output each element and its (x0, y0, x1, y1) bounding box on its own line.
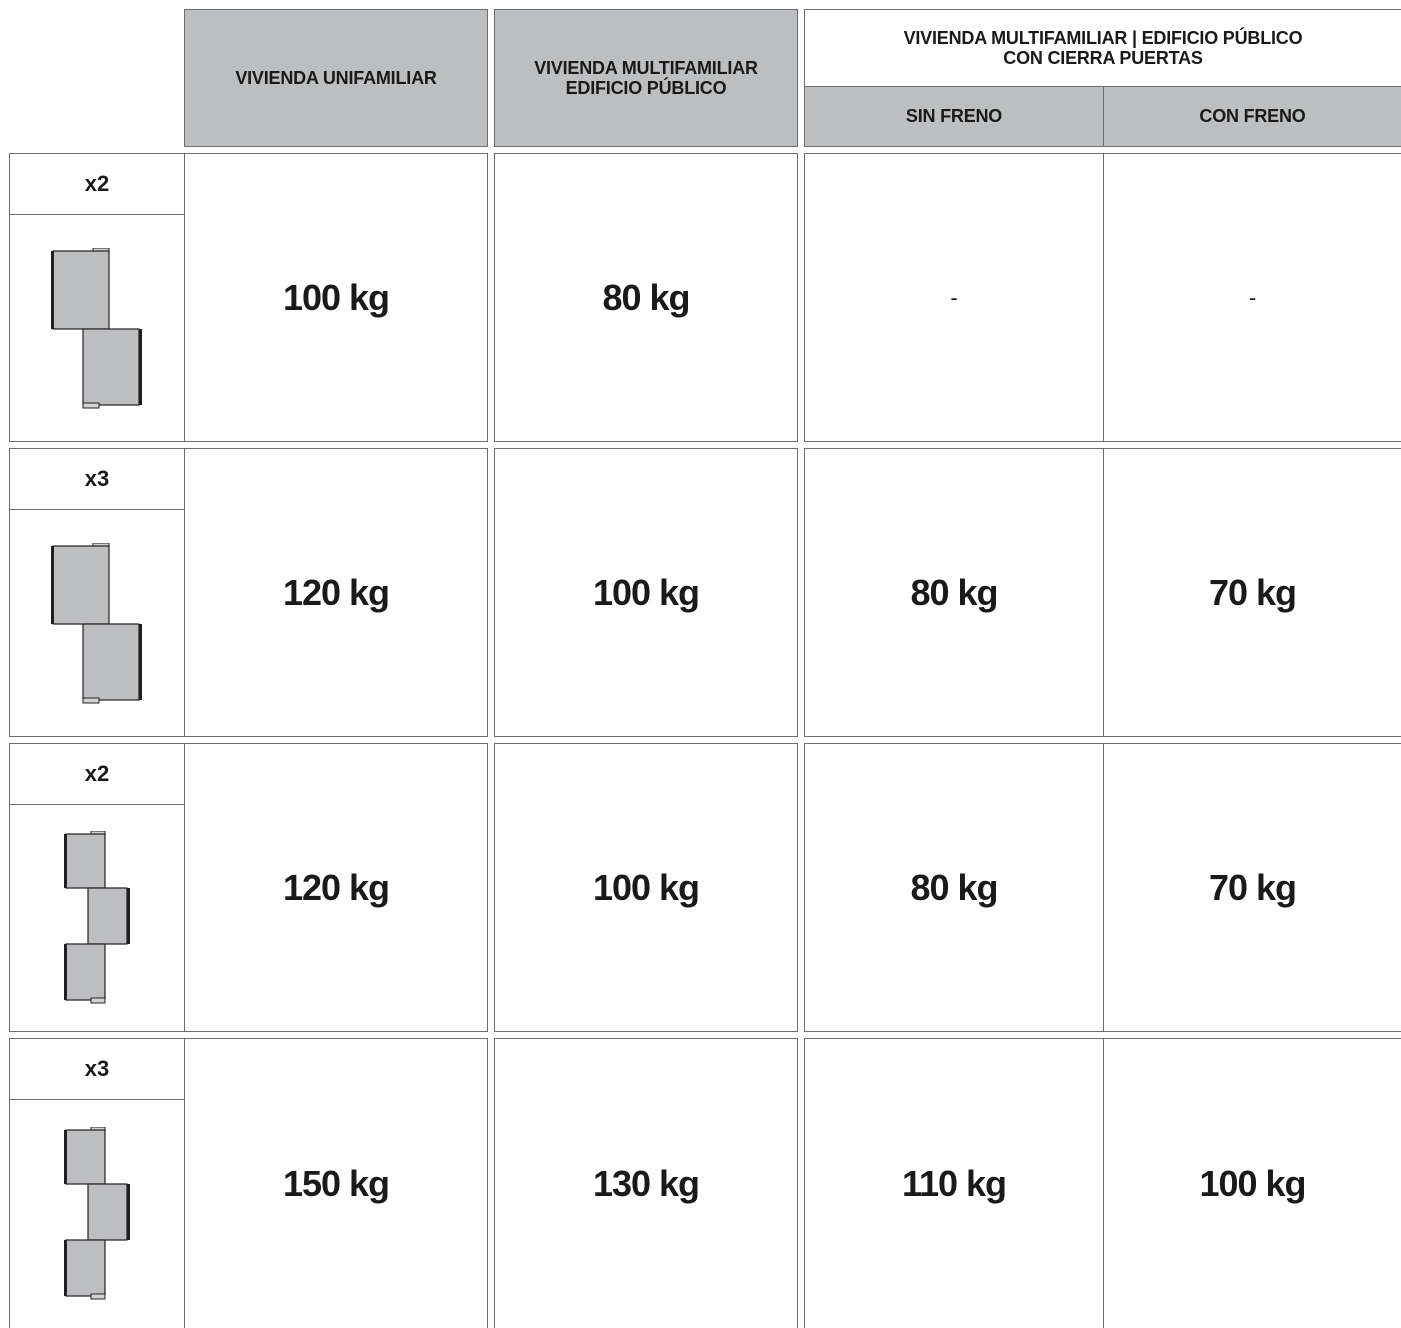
row-3-divider (1103, 744, 1104, 1031)
row-4-count: x3 (10, 1039, 184, 1100)
row-4-divider (1103, 1039, 1104, 1328)
row-1-multifamiliar-value: 80 kg (602, 276, 690, 318)
header-col2-line2: EDIFICIO PÚBLICO (565, 78, 727, 98)
row-2-multifamiliar-value: 100 kg (592, 571, 700, 613)
header-con-freno: CON FRENO (1104, 86, 1401, 147)
row-1-count: x2 (10, 154, 184, 215)
row-3-con-freno: 70 kg (1104, 744, 1401, 1031)
row-2-hinge-cell: x3 (9, 448, 185, 737)
row-1-con-freno-value: - (1248, 284, 1257, 310)
three-leaf-hinge-icon (64, 831, 131, 1004)
row-1-multifamiliar: 80 kg (494, 153, 798, 442)
header-sub1-label: SIN FRENO (905, 106, 1003, 126)
row-2-count-label: x3 (84, 466, 110, 491)
row-4-count-label: x3 (84, 1056, 110, 1081)
row-3-hinge-cell: x2 (9, 743, 185, 1032)
row-3-count-label: x2 (84, 761, 110, 786)
row-1-sin-freno: - (805, 154, 1103, 441)
row-2-unifamiliar: 120 kg (184, 448, 488, 737)
row-1-count-label: x2 (84, 171, 110, 196)
row-2-cierra-puertas: 80 kg 70 kg (804, 448, 1401, 737)
row-2-multifamiliar: 100 kg (494, 448, 798, 737)
three-leaf-hinge-icon (64, 1127, 131, 1300)
row-2-sin-freno: 80 kg (805, 449, 1103, 736)
row-1-con-freno: - (1104, 154, 1401, 441)
row-2-sin-freno-value: 80 kg (910, 571, 998, 613)
row-2-divider (1103, 449, 1104, 736)
row-3-cierra-puertas: 80 kg 70 kg (804, 743, 1401, 1032)
row-4-sin-freno: 110 kg (805, 1039, 1103, 1328)
row-3-unifamiliar: 120 kg (184, 743, 488, 1032)
row-4-multifamiliar: 130 kg (494, 1038, 798, 1328)
row-3-con-freno-value: 70 kg (1208, 866, 1297, 908)
header-group-line2: CON CIERRA PUERTAS (1003, 48, 1203, 68)
row-3-multifamiliar: 100 kg (494, 743, 798, 1032)
row-1-unifamiliar-value: 100 kg (282, 276, 390, 318)
header-vivienda-multifamiliar: VIVIENDA MULTIFAMILIAR EDIFICIO PÚBLICO (494, 9, 798, 147)
row-1-hinge-cell: x2 (9, 153, 185, 442)
row-2-con-freno: 70 kg (1104, 449, 1401, 736)
header-sin-freno: SIN FRENO (805, 86, 1103, 147)
header-sub-divider (1103, 86, 1104, 147)
header-col1-label: VIVIENDA UNIFAMILIAR (235, 68, 437, 88)
row-2-con-freno-value: 70 kg (1208, 571, 1297, 613)
row-1-sin-freno-value: - (950, 284, 958, 310)
row-3-count: x2 (10, 744, 184, 805)
row-4-unifamiliar: 150 kg (184, 1038, 488, 1328)
row-4-hinge-cell: x3 (9, 1038, 185, 1328)
row-4-unifamiliar-value: 150 kg (282, 1162, 390, 1204)
header-col2-line1: VIVIENDA MULTIFAMILIAR (534, 58, 758, 78)
two-leaf-hinge-icon (51, 543, 143, 704)
row-1-cierra-puertas: - - (804, 153, 1401, 442)
header-sub2-label: CON FRENO (1199, 106, 1306, 126)
row-3-multifamiliar-value: 100 kg (592, 866, 700, 908)
header-group-cierra-puertas: VIVIENDA MULTIFAMILIAR | EDIFICIO PÚBLIC… (804, 9, 1401, 86)
header-subcolumns: SIN FRENO CON FRENO (804, 86, 1401, 147)
row-3-unifamiliar-value: 120 kg (282, 866, 390, 908)
row-4-cierra-puertas: 110 kg 100 kg (804, 1038, 1401, 1328)
row-1-divider (1103, 154, 1104, 441)
row-1-unifamiliar: 100 kg (184, 153, 488, 442)
header-vivienda-unifamiliar: VIVIENDA UNIFAMILIAR (184, 9, 488, 147)
row-2-unifamiliar-value: 120 kg (282, 571, 390, 613)
header-group-line1: VIVIENDA MULTIFAMILIAR | EDIFICIO PÚBLIC… (903, 28, 1303, 48)
row-2-count: x3 (10, 449, 184, 510)
row-4-sin-freno-value: 110 kg (901, 1162, 1007, 1204)
row-3-sin-freno-value: 80 kg (910, 866, 998, 908)
row-4-multifamiliar-value: 130 kg (592, 1162, 700, 1204)
two-leaf-hinge-icon (51, 248, 143, 409)
row-4-con-freno-value: 100 kg (1199, 1162, 1306, 1204)
row-3-sin-freno: 80 kg (805, 744, 1103, 1031)
row-4-con-freno: 100 kg (1104, 1039, 1401, 1328)
